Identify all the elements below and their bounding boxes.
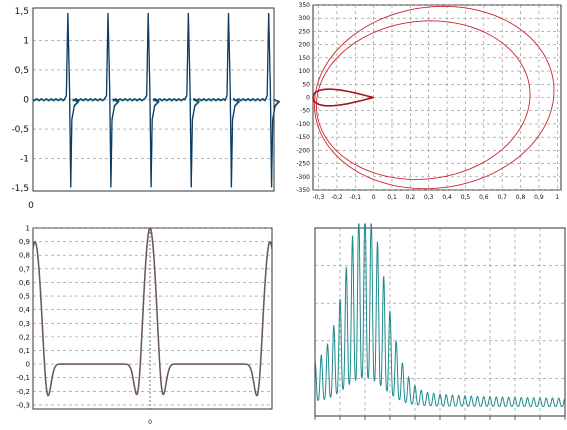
autocorr-y-tick-label: -0,3 — [16, 401, 30, 409]
pulse-x-tick-label: 0 — [28, 201, 34, 211]
autocorr-y-tick-label: 0,2 — [19, 333, 30, 341]
phase-inner-orbit — [315, 20, 531, 180]
autocorr-y-tick-label: 0,7 — [19, 265, 30, 273]
pulse-trace-primary — [32, 12, 281, 188]
phase-x-tick-label: 0,5 — [461, 194, 471, 201]
phase-y-tick-label: 100 — [299, 68, 311, 75]
pulse-y-tick-label: 0 — [23, 96, 29, 106]
autocorr-y-tick-label: -0,2 — [16, 388, 30, 396]
phase-y-tick-label: 300 — [299, 15, 311, 22]
phase-y-tick-label: 0 — [306, 95, 310, 102]
phase-x-tick-label: 0,9 — [534, 194, 544, 201]
autocorr-y-tick-label: 0 — [26, 361, 30, 369]
autocorr-y-tick-label: 0,8 — [19, 252, 30, 260]
autocorr-y-tick-label: 0,4 — [19, 306, 31, 314]
phase-y-tick-label: -200 — [296, 147, 310, 154]
phase-x-tick-label: 0 — [372, 194, 376, 201]
panel-autocorrelation: 1 0,9 0,8 0,7 0,6 0,5 0,4 0,3 0,2 0,1 0 -0,1 -0,2 -0,… — [16, 225, 273, 426]
phase-teardrop-loop — [312, 88, 374, 107]
phase-x-tick-label: -0,3 — [313, 194, 325, 201]
phase-y-tick-label: -350 — [296, 187, 310, 194]
phase-x-tick-label: 0,3 — [424, 194, 434, 201]
phase-x-tick-label: 0,2 — [406, 194, 416, 201]
phase-y-tick-label: 350 — [299, 2, 311, 9]
pulse-trace-secondary — [32, 13, 281, 189]
panel-spectrum — [314, 223, 566, 420]
pulse-y-tick-label: 1 — [23, 36, 29, 46]
phase-x-tick-label: -0,1 — [349, 194, 361, 201]
phase-x-tick-label: 0,1 — [387, 194, 397, 201]
pulse-y-tick-label: -1,5 — [11, 184, 29, 194]
spectrum-trace — [314, 223, 566, 408]
phase-outer-orbit — [314, 5, 555, 190]
panel-pulse-signal: 1,5 1 0,5 0 -0,5 -1 -1,5 0 — [11, 7, 281, 211]
phase-y-tick-label: 150 — [299, 55, 311, 62]
pulse-y-tick-label: -1 — [20, 155, 29, 165]
autocorr-x-tick-label: 0 — [148, 419, 152, 426]
autocorr-y-tick-label: 1 — [26, 225, 30, 233]
pulse-y-tick-label: 1,5 — [15, 7, 29, 17]
phase-x-tick-label: 0,6 — [479, 194, 489, 201]
autocorr-plot-area — [32, 227, 273, 410]
phase-y-tick-label: -250 — [296, 161, 310, 168]
phase-x-tick-label: 1 — [555, 194, 559, 201]
autocorr-y-tick-label: -0,1 — [16, 374, 30, 382]
panel-phase-portrait: 350 300 250 200 150 100 50 0 -50 -100 -150 -200 -250… — [296, 2, 562, 201]
phase-x-tick-label: 0,7 — [497, 194, 507, 201]
phase-x-tick-label: 0,4 — [442, 194, 452, 201]
autocorr-y-tick-label: 0,3 — [19, 320, 30, 328]
phase-y-tick-label: -50 — [300, 108, 310, 115]
phase-y-tick-label: -150 — [296, 134, 310, 141]
spectrum-plot-area — [314, 227, 566, 417]
phase-y-tick-label: 200 — [299, 42, 311, 49]
autocorr-y-tick-label: 0,9 — [19, 238, 30, 246]
autocorr-y-tick-label: 0,1 — [19, 347, 30, 355]
phase-x-tick-label: 0,8 — [516, 194, 526, 201]
pulse-y-tick-label: -0,5 — [11, 125, 29, 135]
autocorr-y-tick-label: 0,5 — [19, 293, 30, 301]
autocorr-y-tick-label: 0,6 — [19, 279, 31, 287]
phase-y-tick-label: -300 — [296, 174, 310, 181]
phase-y-tick-label: -100 — [296, 121, 310, 128]
autocorr-trace-primary — [32, 226, 273, 397]
phase-x-tick-label: -0,2 — [331, 194, 343, 201]
phase-y-tick-label: 50 — [302, 81, 310, 88]
pulse-y-tick-label: 0,5 — [15, 66, 29, 76]
phase-y-tick-label: 250 — [299, 28, 311, 35]
